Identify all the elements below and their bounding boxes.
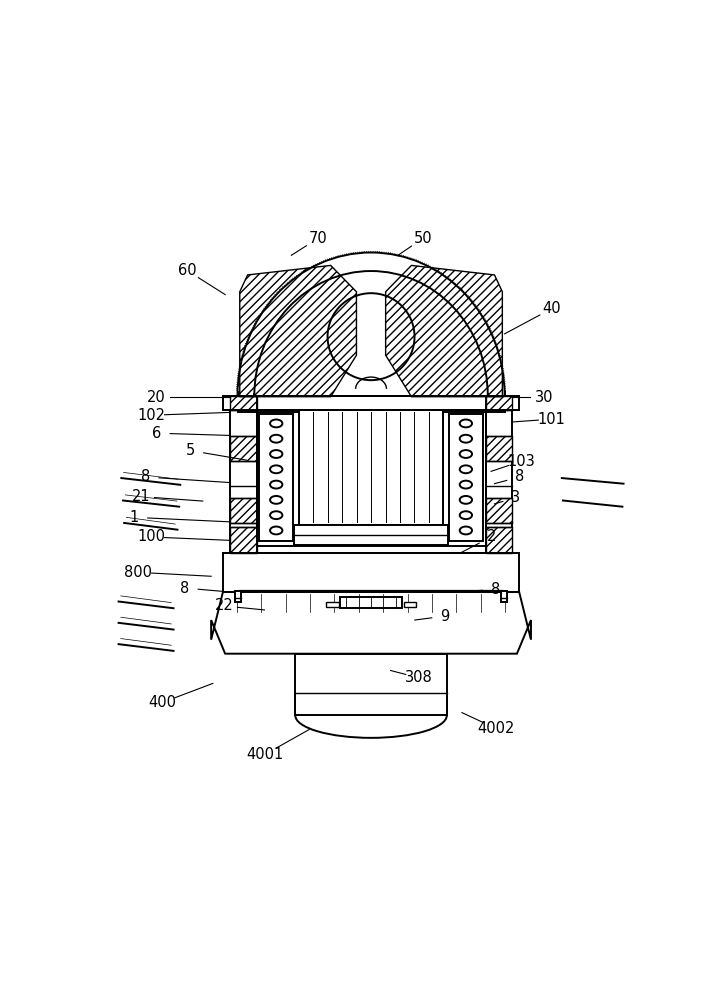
Text: 101: 101: [538, 412, 565, 427]
Ellipse shape: [460, 435, 472, 443]
Text: 1: 1: [130, 510, 139, 525]
Text: 400: 400: [148, 695, 177, 710]
Bar: [237, 396, 505, 412]
Bar: [230, 436, 256, 461]
Polygon shape: [211, 592, 531, 654]
Bar: [299, 410, 443, 525]
Ellipse shape: [270, 496, 282, 504]
Text: 50: 50: [413, 231, 432, 246]
Bar: [340, 597, 402, 608]
Bar: [230, 396, 256, 410]
Bar: [295, 654, 447, 715]
Bar: [223, 396, 519, 410]
Ellipse shape: [460, 511, 472, 519]
Text: 9: 9: [440, 609, 450, 624]
Text: 6: 6: [152, 426, 161, 441]
Bar: [294, 525, 448, 545]
Ellipse shape: [460, 496, 472, 504]
Text: 3: 3: [511, 490, 521, 505]
Polygon shape: [240, 265, 356, 397]
Bar: [230, 396, 513, 553]
Bar: [259, 414, 293, 541]
Bar: [223, 396, 519, 410]
Bar: [486, 436, 513, 461]
Ellipse shape: [460, 527, 472, 534]
Bar: [486, 553, 519, 592]
Text: 800: 800: [125, 565, 152, 580]
Text: 22: 22: [215, 598, 233, 613]
Text: 8: 8: [141, 469, 150, 484]
Text: 5: 5: [186, 443, 195, 458]
Bar: [501, 591, 508, 602]
Text: 40: 40: [542, 301, 561, 316]
Ellipse shape: [270, 420, 282, 427]
Ellipse shape: [270, 481, 282, 489]
Ellipse shape: [270, 527, 282, 534]
Text: 102: 102: [137, 408, 165, 423]
Bar: [486, 396, 513, 410]
Text: 20: 20: [148, 390, 166, 405]
Text: 2: 2: [487, 529, 496, 544]
Ellipse shape: [270, 450, 282, 458]
Text: 8: 8: [491, 582, 500, 597]
Bar: [256, 409, 486, 546]
Polygon shape: [386, 265, 502, 397]
Text: 4001: 4001: [246, 747, 283, 762]
Ellipse shape: [270, 435, 282, 443]
FancyBboxPatch shape: [226, 591, 516, 614]
Bar: [230, 498, 256, 523]
Bar: [486, 527, 513, 553]
Ellipse shape: [460, 465, 472, 473]
Ellipse shape: [270, 465, 282, 473]
Text: 60: 60: [177, 263, 196, 278]
Bar: [326, 602, 339, 607]
Bar: [295, 654, 447, 693]
Text: 30: 30: [534, 390, 553, 405]
Text: 70: 70: [308, 231, 327, 246]
Text: 21: 21: [132, 489, 151, 504]
Text: 8: 8: [515, 469, 524, 484]
Bar: [486, 498, 513, 523]
Text: 103: 103: [508, 454, 535, 469]
Text: 308: 308: [405, 670, 433, 685]
Ellipse shape: [460, 450, 472, 458]
Text: 4002: 4002: [477, 721, 514, 736]
Ellipse shape: [270, 511, 282, 519]
Bar: [223, 553, 256, 592]
Ellipse shape: [460, 481, 472, 489]
Bar: [235, 591, 241, 602]
Text: 100: 100: [137, 529, 165, 544]
Bar: [230, 527, 256, 553]
Bar: [449, 414, 483, 541]
Text: 8: 8: [180, 581, 190, 596]
Bar: [223, 553, 519, 592]
Bar: [294, 535, 448, 545]
Ellipse shape: [460, 420, 472, 427]
Bar: [403, 602, 416, 607]
